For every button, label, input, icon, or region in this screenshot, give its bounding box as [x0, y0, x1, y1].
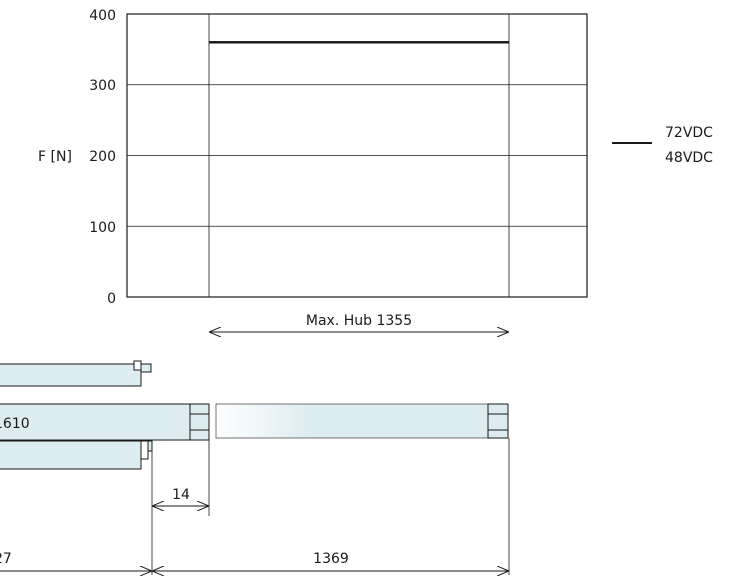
y-axis-label: F [N] [38, 149, 72, 165]
dimension-offset: 14 [152, 487, 209, 506]
housing-upper-cap [140, 363, 152, 373]
grid-lines [127, 14, 587, 297]
housing-lower [0, 440, 142, 470]
dimension-label-retracted: 1369 [313, 551, 349, 567]
actuator-drawing: 1610 [0, 360, 509, 470]
legend: 72VDC 48VDC [612, 125, 713, 166]
piston-rod [215, 403, 489, 439]
dimension-label-housing: 27 [0, 551, 12, 567]
y-tick-label: 400 [89, 8, 116, 24]
housing-upper-collar [133, 360, 142, 371]
dimension-label-offset: 14 [172, 487, 190, 503]
extension-lines [151, 438, 510, 575]
y-tick-label: 100 [89, 220, 116, 236]
housing-lower-cap [147, 440, 153, 452]
y-tick-labels: 400 300 200 100 0 [89, 8, 116, 307]
force-chart: 400 300 200 100 0 F [N] [38, 8, 588, 307]
legend-entry-48vdc: 48VDC [665, 150, 713, 166]
dimension-label-max-stroke: Max. Hub 1355 [306, 313, 412, 329]
dimension-max-stroke: Max. Hub 1355 [209, 313, 509, 332]
rod-end [487, 403, 509, 439]
housing-lower-collar [140, 440, 149, 460]
y-tick-label: 0 [107, 291, 116, 307]
legend-entry-72vdc: 72VDC [665, 125, 713, 141]
dimension-housing: 27 [0, 551, 152, 571]
tube-label: 1610 [0, 416, 30, 432]
front-bushing [189, 403, 210, 441]
y-tick-label: 200 [89, 149, 116, 165]
housing-upper [0, 363, 142, 387]
y-tick-label: 300 [89, 78, 116, 94]
dimension-retracted: 1369 [152, 551, 509, 571]
